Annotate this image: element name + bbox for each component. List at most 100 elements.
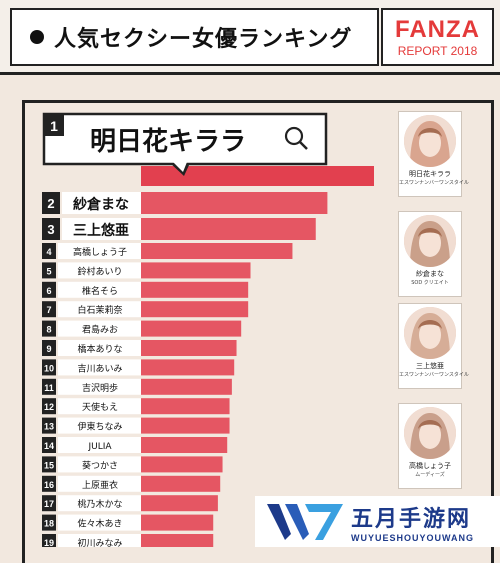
bar-7	[141, 301, 249, 318]
ranking-chart: 1 明日花キララ 2 紗倉まな 3 三上悠亜 4 高橋しょう子 5 鈴村あいり 6 椎名そら 7 白石茉莉…	[42, 112, 374, 547]
bar-16	[141, 475, 221, 492]
name-label-10: 吉川あいみ	[77, 363, 122, 374]
name-label-19: 初川みなみ	[77, 537, 122, 547]
rank-label-1: 1	[50, 118, 58, 134]
rank-badge-11	[42, 378, 56, 395]
rank-badge-19	[42, 534, 56, 547]
bar-1	[141, 166, 374, 186]
profile-label: エスワンナンバーワンスタイル	[399, 180, 469, 186]
name-cell-12	[58, 398, 141, 415]
name-cell-4	[58, 243, 141, 259]
rank-label-9: 9	[46, 344, 51, 354]
page-title: 人気セクシー女優ランキング	[54, 27, 353, 52]
actress-photo-icon	[404, 215, 456, 267]
rank-badge-17	[42, 495, 56, 512]
watermark: 五月手游网 WUYUESHOUYOUWANG	[255, 496, 500, 547]
profile-name: 明日花キララ	[409, 170, 451, 178]
name-label-16: 上原亜衣	[82, 479, 118, 491]
profile-card-2: 紗倉まな SOD クリエイト	[398, 211, 462, 297]
name-cell-8	[58, 320, 141, 337]
name-cell-11	[58, 378, 141, 395]
name-cell-17	[58, 495, 141, 512]
search-icon-handle	[299, 141, 308, 150]
rank-label-16: 16	[44, 480, 54, 490]
profile-label: ムーディーズ	[415, 472, 445, 478]
profile-name: 高橋しょう子	[409, 462, 451, 470]
profile-card-3: 三上悠亜 エスワンナンバーワンスタイル	[398, 303, 469, 389]
rank-badge-10	[42, 359, 56, 376]
name-label-11: 吉沢明歩	[82, 382, 118, 394]
profile-card-1: 明日花キララエスワンナンバーワンスタイル	[398, 111, 469, 197]
bar-6	[141, 281, 249, 298]
name-cell-6	[58, 281, 141, 298]
rank-label-7: 7	[46, 305, 51, 315]
bar-17	[141, 495, 218, 512]
brand-box: FANZA REPORT 2018	[381, 8, 494, 66]
name-cell-9	[58, 340, 141, 356]
name-label-8: 君島みお	[82, 324, 118, 336]
rank-label-4: 4	[46, 247, 51, 257]
name-label-6: 椎名そら	[82, 285, 118, 297]
profile-name: 三上悠亜	[416, 362, 444, 370]
bar-2	[141, 192, 328, 214]
actress-photo-icon	[404, 115, 456, 167]
name-label-7: 白石茉莉奈	[77, 304, 122, 316]
name-label-17: 桃乃木かな	[77, 498, 122, 510]
name-cell-3	[62, 218, 141, 240]
name-cell-14	[58, 437, 141, 453]
bar-3	[141, 218, 316, 240]
bar-4	[141, 243, 293, 259]
callout-pointer-inner	[173, 162, 187, 172]
watermark-en: WUYUESHOUYOUWANG	[351, 532, 475, 543]
bar-10	[141, 359, 235, 376]
name-cell-7	[58, 301, 141, 318]
bar-12	[141, 398, 230, 415]
rank-badge-3	[42, 218, 60, 240]
name-cell-15	[58, 456, 141, 473]
watermark-cn: 五月手游网	[351, 506, 472, 532]
wuyue-logo-icon	[267, 503, 343, 540]
name-cell-13	[58, 417, 141, 434]
rank-badge-8	[42, 320, 56, 337]
fanza-logo: FANZA	[395, 16, 480, 43]
name-cell-2	[62, 192, 141, 214]
rank-label-5: 5	[46, 266, 51, 276]
profile-card-4: 高橋しょう子 ムーディーズ	[398, 403, 462, 489]
profile-label: SOD クリエイト	[411, 280, 449, 286]
rank-label-12: 12	[44, 402, 54, 412]
rank-badge-1	[44, 114, 64, 136]
top-callout-box	[42, 112, 328, 166]
rank-label-13: 13	[44, 422, 54, 432]
rank-badge-9	[42, 340, 56, 356]
name-label-18: 佐々木あき	[77, 518, 122, 530]
actress-photo-icon	[404, 407, 456, 459]
name-cell-18	[58, 514, 141, 531]
bar-11	[141, 378, 232, 395]
report-year: REPORT 2018	[397, 44, 478, 58]
rank-label-2: 2	[47, 196, 54, 211]
name-label-14: JULIA	[87, 442, 112, 452]
name-label-4: 高橋しょう子	[73, 246, 127, 258]
rank-label-14: 14	[44, 441, 54, 451]
bar-8	[141, 320, 242, 337]
rank-badge-12	[42, 398, 56, 415]
rank-label-8: 8	[46, 325, 51, 335]
rank-label-6: 6	[46, 286, 51, 296]
rank-badge-18	[42, 514, 56, 531]
rank-badge-4	[42, 243, 56, 259]
name-cell-19	[58, 534, 141, 547]
bar-19	[141, 534, 214, 547]
bar-5	[141, 262, 251, 279]
bar-15	[141, 456, 223, 473]
rank-label-3: 3	[47, 222, 54, 237]
bar-9	[141, 340, 237, 356]
header: 人気セクシー女優ランキング FANZA REPORT 2018	[0, 0, 500, 75]
rank-label-10: 10	[44, 363, 54, 373]
name-label-13: 伊東ちなみ	[77, 421, 122, 433]
bar-13	[141, 417, 230, 434]
name-label-3: 三上悠亜	[73, 222, 129, 239]
profile-name: 紗倉まな	[416, 270, 444, 278]
name-cell-5	[58, 262, 141, 279]
rank-badge-2	[42, 192, 60, 214]
